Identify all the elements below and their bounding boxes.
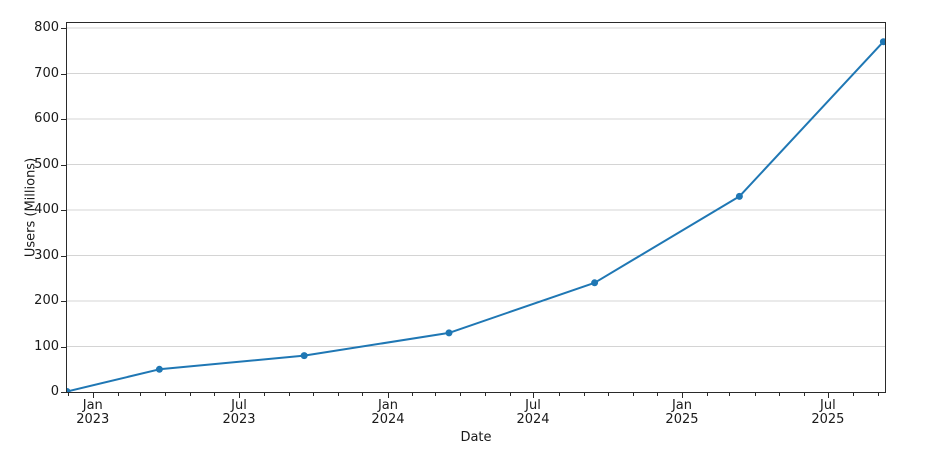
y-tick-mark (61, 392, 66, 393)
plot-area (66, 22, 886, 393)
y-tick-label: 400 (34, 202, 59, 217)
x-tick-mark-major (92, 393, 94, 398)
x-tick-mark-major (681, 393, 683, 398)
x-tick-mark-minor (484, 393, 486, 396)
x-tick-mark-minor (877, 393, 879, 396)
y-tick-label: 500 (34, 156, 59, 172)
y-tick-label: 0 (50, 384, 59, 399)
y-tick-label: 100 (34, 338, 59, 354)
x-tick-label: Jul 2024 (516, 398, 550, 427)
y-tick-label: 700 (34, 65, 59, 81)
data-point-marker (591, 279, 599, 287)
data-point-marker (155, 365, 163, 373)
x-tick-mark-major (827, 393, 829, 398)
data-point-marker (735, 192, 743, 200)
x-tick-mark-minor (67, 393, 69, 396)
x-tick-mark-minor (852, 393, 854, 396)
x-tick-label: Jan 2023 (76, 398, 110, 427)
x-tick-mark-minor (754, 393, 756, 396)
x-tick-mark-minor (509, 393, 511, 396)
y-tick-mark (61, 73, 66, 75)
x-tick-mark-minor (189, 393, 191, 396)
y-tick-label: 200 (34, 293, 59, 308)
data-point-marker (445, 329, 453, 337)
y-tick-label: 600 (34, 111, 59, 126)
x-tick-label: Jan 2025 (665, 398, 699, 427)
y-tick-label: 800 (34, 20, 59, 35)
x-tick-mark-minor (707, 393, 708, 396)
x-tick-label: Jul 2025 (811, 398, 845, 427)
y-tick-mark (61, 346, 66, 348)
x-tick-mark-minor (803, 393, 805, 396)
x-tick-mark-minor (583, 393, 585, 396)
y-tick-mark (61, 164, 66, 166)
y-tick-mark (61, 119, 66, 120)
data-line (67, 40, 885, 392)
data-point-marker (300, 352, 308, 360)
x-tick-mark-minor (263, 393, 265, 396)
x-tick-label: Jan 2024 (371, 398, 405, 427)
x-axis-title: Date (460, 430, 492, 445)
x-tick-mark-minor (140, 393, 142, 396)
x-tick-mark-minor (657, 393, 659, 396)
x-tick-mark-minor (558, 393, 560, 396)
x-tick-mark-minor (214, 393, 216, 396)
y-tick-mark (61, 210, 66, 211)
data-point-marker (879, 38, 885, 46)
x-tick-mark-minor (632, 393, 634, 396)
x-tick-mark-minor (362, 393, 364, 396)
x-tick-label: Jul 2023 (222, 398, 256, 427)
x-tick-mark-minor (607, 393, 609, 396)
x-tick-mark-minor (117, 393, 119, 396)
x-tick-mark-minor (288, 393, 290, 396)
y-tick-label: 300 (34, 247, 59, 263)
plot-canvas (67, 27, 885, 392)
x-tick-mark-minor (729, 393, 731, 396)
y-tick-mark (61, 301, 66, 302)
x-tick-mark-minor (435, 393, 437, 396)
x-tick-mark-minor (165, 393, 167, 396)
x-tick-mark-minor (312, 393, 314, 396)
x-tick-mark-major (239, 393, 241, 398)
x-tick-mark-major (533, 393, 534, 398)
x-tick-mark-major (387, 393, 389, 398)
x-tick-mark-minor (778, 393, 780, 396)
x-tick-mark-minor (460, 393, 462, 396)
x-tick-mark-minor (412, 393, 414, 396)
y-tick-mark (61, 28, 66, 29)
x-tick-mark-minor (337, 393, 339, 396)
data-point-marker (67, 388, 71, 392)
y-tick-mark (61, 255, 66, 257)
